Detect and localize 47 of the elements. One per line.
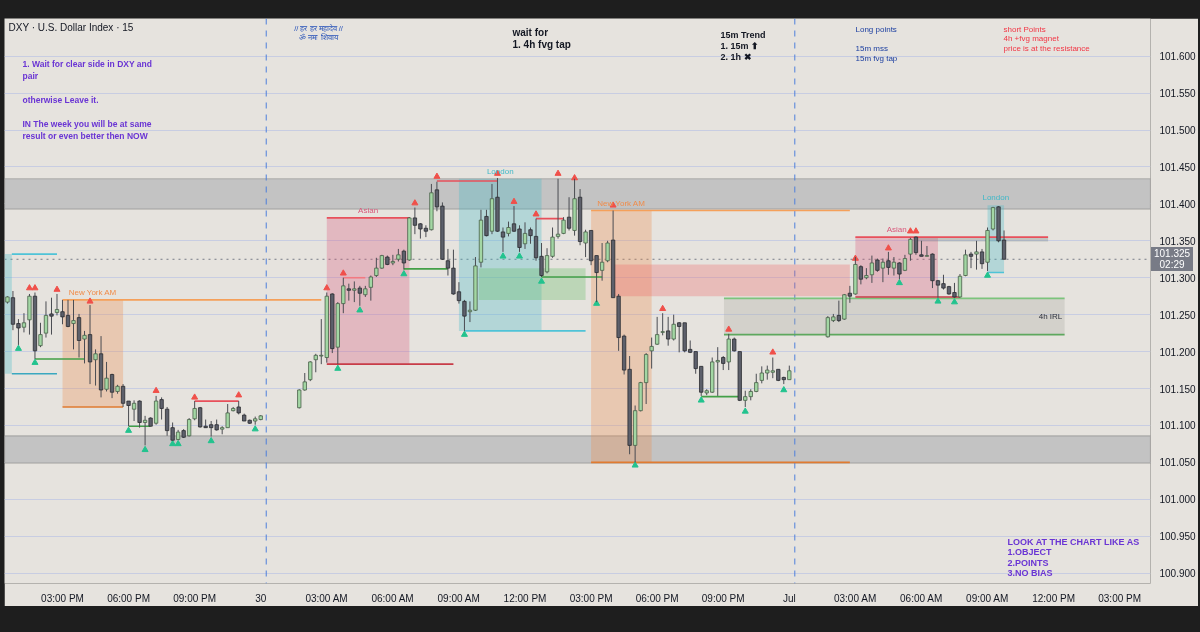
y-tick-label: 101.150 — [1159, 383, 1197, 395]
x-tick-label: 30 — [255, 592, 267, 604]
x-tick-label: 06:00 PM — [107, 592, 150, 604]
y-tick-label: 101.300 — [1159, 272, 1197, 284]
x-tick-label: 06:00 AM — [371, 592, 414, 604]
y-tick-label: 101.250 — [1159, 309, 1197, 321]
x-tick-label: Jul — [782, 592, 796, 604]
x-tick-label: 03:00 PM — [1098, 592, 1142, 604]
y-tick-label: 101.350 — [1159, 235, 1197, 247]
x-tick-label: 12:00 PM — [1032, 592, 1075, 604]
legend-label: London — [982, 193, 1010, 203]
annotation: short Points 4h +fvg magnet price is at the resistance — [1003, 24, 1091, 54]
annotation: 4h IRL — [1038, 311, 1063, 321]
y-tick-label: 101.200 — [1159, 346, 1197, 358]
x-tick-label: 06:00 AM — [900, 592, 943, 604]
annotation: LOOK AT THE CHART LIKE AS 1.OBJECT 2.POINTS 3.NO BIAS — [1007, 536, 1140, 578]
x-tick-label: 03:00 AM — [305, 592, 348, 604]
annotation: 15m Trend 1. 15m ⬆ 2. 1h ✖ — [720, 29, 766, 62]
y-tick-label: 101.450 — [1159, 161, 1197, 173]
legend-label: Asian — [358, 205, 379, 215]
legend-label: New York AM — [68, 287, 117, 297]
y-tick-label: 101.100 — [1159, 420, 1197, 432]
text: Long points 15m mss 15m fvg tap — [855, 24, 898, 64]
ref-line-label: 101.325 02:29 — [1151, 246, 1194, 271]
x-tick-label: 06:00 PM — [635, 592, 679, 604]
x-tick-label: 12:00 PM — [503, 592, 547, 604]
y-tick-label: 101.400 — [1159, 198, 1197, 210]
x-tick-label: 03:00 PM — [569, 592, 613, 604]
legend-label: London — [486, 166, 514, 176]
text: 1. Wait for clear side in DXY and pair otherwise Leave it. IN The week you will be at same result or even better then NOW — [22, 58, 152, 141]
y-tick-label: 101.050 — [1159, 457, 1197, 469]
legend-label: New York AM — [597, 198, 646, 208]
x-tick-label: 09:00 PM — [173, 592, 217, 604]
y-tick-label: 100.900 — [1159, 568, 1197, 580]
y-tick-label: 101.500 — [1159, 125, 1197, 137]
y-tick-label: 101.600 — [1159, 51, 1197, 63]
legend-label: Asian — [886, 225, 907, 235]
x-tick-label: 09:00 AM — [966, 592, 1009, 604]
x-tick-label: 09:00 AM — [437, 592, 480, 604]
x-tick-label: 03:00 AM — [833, 592, 877, 604]
y-tick-label: 101.550 — [1159, 88, 1197, 100]
x-tick-label: 03:00 PM — [41, 592, 84, 604]
x-tick-label: 09:00 PM — [701, 592, 745, 604]
chart-title: DXY · U.S. Dollar Index · 15 — [8, 21, 134, 33]
annotation: wait for 1. 4h fvg tap — [511, 26, 571, 50]
y-tick-label: 101.000 — [1159, 494, 1197, 506]
y-tick-label: 100.950 — [1159, 531, 1197, 543]
